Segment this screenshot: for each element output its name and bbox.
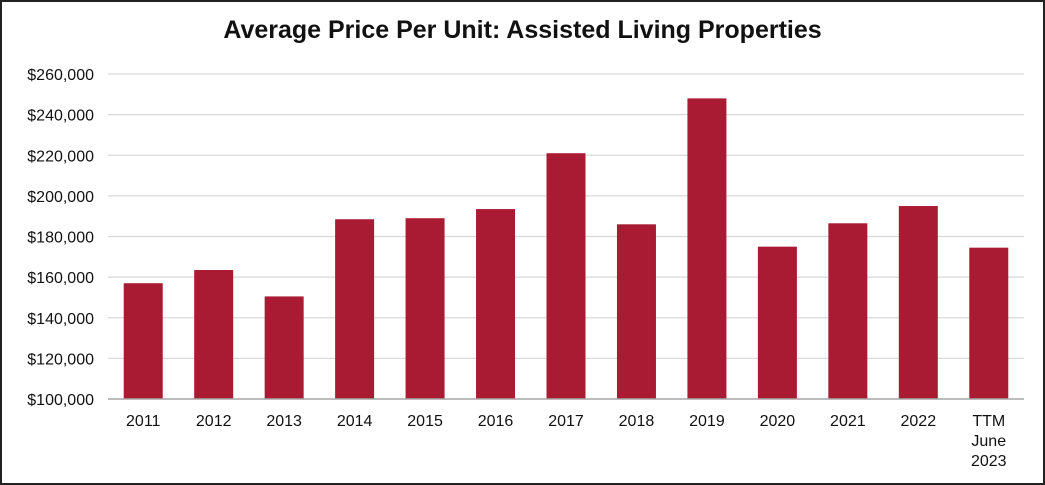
bar-2017: [546, 153, 586, 399]
y-tick-label: $160,000: [27, 270, 94, 287]
bar-2019: [687, 98, 727, 399]
y-tick-label: $240,000: [27, 108, 94, 125]
x-tick-label: 2012: [196, 413, 232, 430]
bar-2012: [194, 270, 234, 399]
bar-2018: [616, 224, 656, 399]
chart-title: Average Price Per Unit: Assisted Living …: [223, 16, 822, 44]
x-tick-label: 2013: [266, 413, 302, 430]
bar-2013: [264, 296, 304, 399]
x-tick-label: 2015: [407, 413, 443, 430]
x-tick-label: 2011: [126, 413, 161, 430]
x-tick-label: 2014: [337, 413, 373, 430]
x-tick-label: 2017: [548, 413, 584, 430]
bar-2021: [828, 223, 868, 399]
y-tick-label: $180,000: [27, 230, 94, 247]
y-tick-label: $220,000: [27, 148, 94, 165]
x-tick-label: 2019: [689, 413, 725, 430]
x-tick-label: 2016: [478, 413, 514, 430]
y-axis: $100,000 $120,000 $140,000 $160,000 $180,000…: [27, 67, 94, 409]
bar-2014: [335, 219, 375, 399]
y-tick-label: $200,000: [27, 189, 94, 206]
x-tick-label: 2018: [619, 413, 655, 430]
bar-ttm-june-2023: [969, 247, 1009, 399]
y-tick-label: $140,000: [27, 311, 94, 328]
bars: [123, 98, 1009, 399]
bar-2016: [476, 209, 516, 399]
x-tick-label: 2022: [901, 413, 937, 430]
bar-2020: [757, 246, 797, 399]
x-tick-label: 2021: [830, 413, 866, 430]
bar-2011: [123, 283, 163, 399]
bar-2015: [405, 218, 445, 399]
x-tick-label: 2020: [760, 413, 796, 430]
x-tick-label: TTM June 2023: [971, 413, 1007, 470]
y-tick-label: $100,000: [27, 392, 94, 409]
bar-2022: [898, 206, 938, 399]
y-tick-label: $120,000: [27, 351, 94, 368]
x-axis: 2011 2012 2013 2014 2015 2016 2017 2018 2019 2020…: [108, 398, 1024, 470]
y-tick-label: $260,000: [27, 67, 94, 84]
